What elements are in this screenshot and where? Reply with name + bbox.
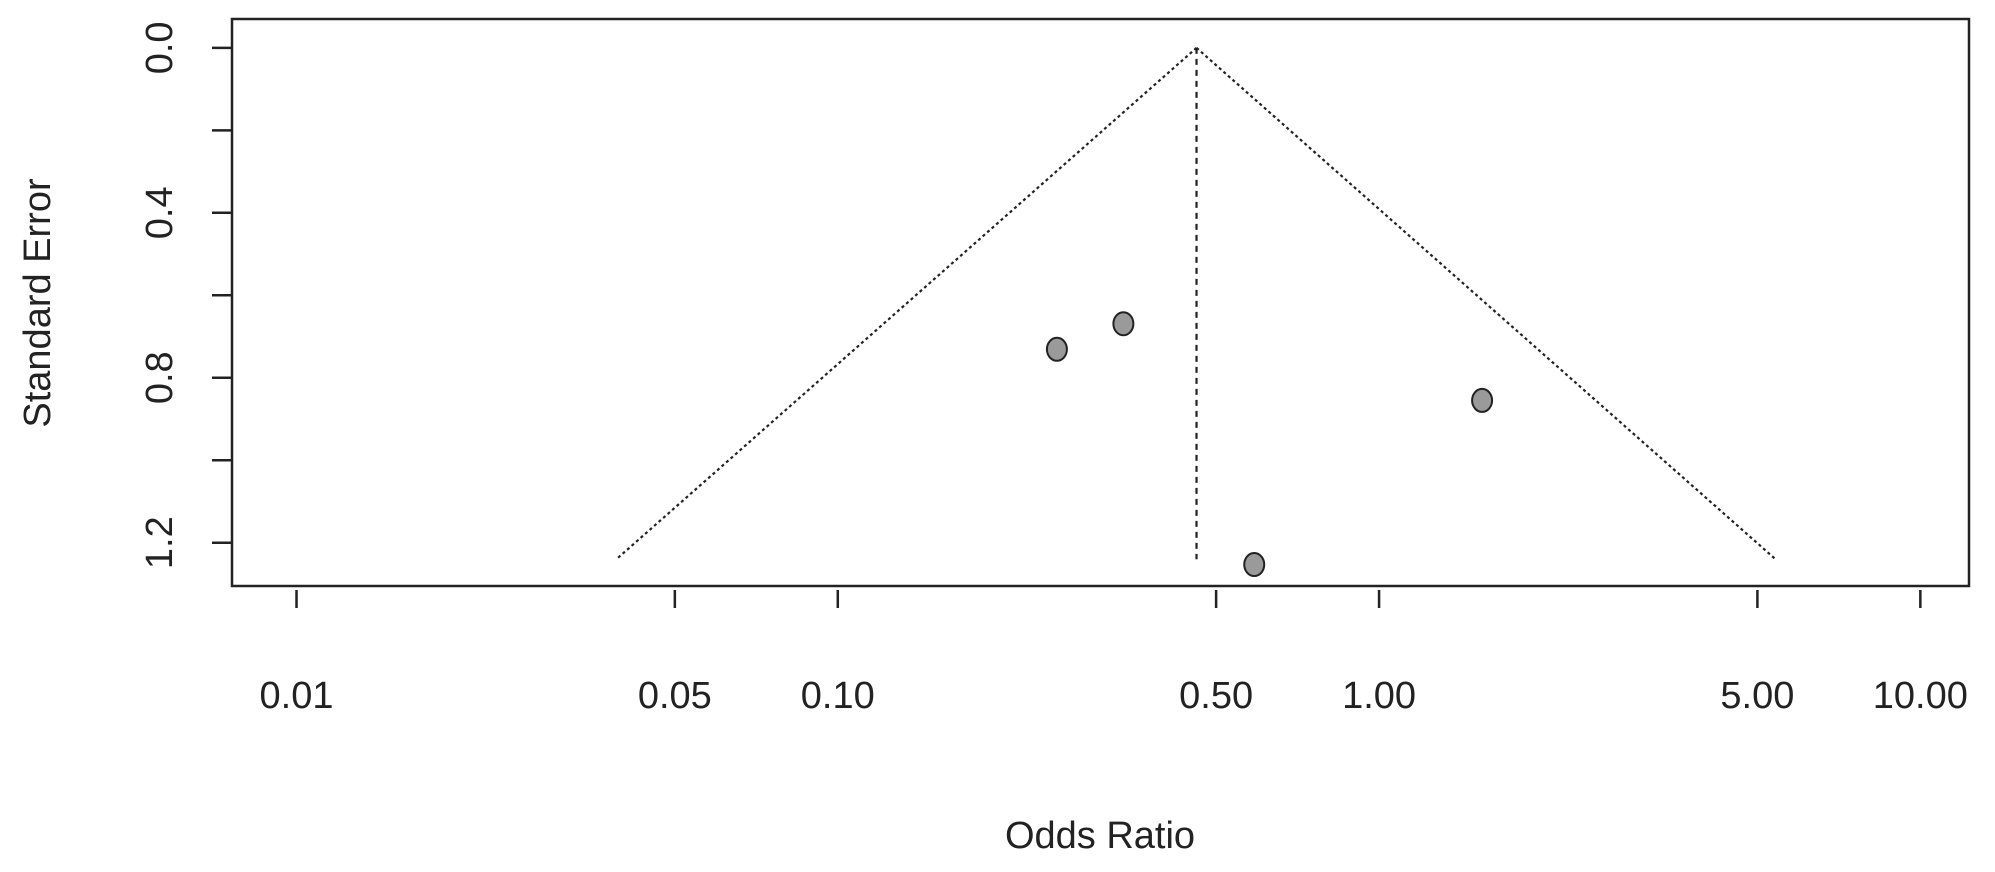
y-tick-label: 0.0 xyxy=(139,21,181,74)
funnel-right xyxy=(1195,47,1777,561)
x-tick-label: 0.01 xyxy=(260,675,334,717)
x-tick-label: 10.00 xyxy=(1873,675,1968,717)
x-tick-label: 1.00 xyxy=(1342,675,1416,717)
y-tick-label: 1.2 xyxy=(139,516,181,569)
x-tick-label: 0.05 xyxy=(638,675,712,717)
y-tick-label: 0.8 xyxy=(139,351,181,404)
x-tick-label: 0.50 xyxy=(1179,675,1253,717)
y-axis-title: Standard Error xyxy=(17,178,59,428)
plot-frame xyxy=(230,17,1971,588)
study-point xyxy=(1471,387,1494,413)
y-tick-label: 0.4 xyxy=(139,186,181,239)
funnel-left xyxy=(615,47,1198,561)
x-axis-title: Odds Ratio xyxy=(1005,815,1195,857)
study-point xyxy=(1112,311,1135,337)
study-point xyxy=(1243,552,1266,578)
x-tick-label: 5.00 xyxy=(1720,675,1794,717)
study-point xyxy=(1045,336,1068,362)
x-tick-label: 0.10 xyxy=(801,675,875,717)
